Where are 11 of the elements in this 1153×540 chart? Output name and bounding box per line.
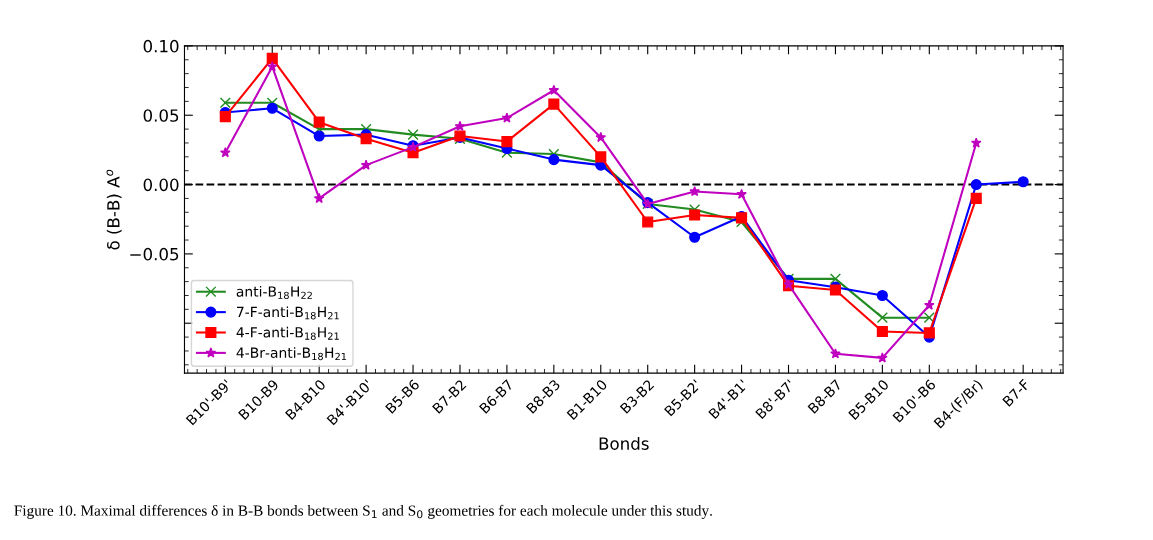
legend-label: 4-F-anti-B$_{18}$H$_{21}$ bbox=[236, 326, 339, 340]
x-axis-title: Bonds bbox=[599, 436, 649, 450]
y-tick-label: 0.00 bbox=[143, 178, 179, 192]
legend-label: anti-B$_{18}$H$_{22}$ bbox=[236, 286, 312, 300]
y-tick-label: −0.05 bbox=[130, 247, 179, 261]
legend-label: 4-Br-anti-B$_{18}$H$_{21}$ bbox=[236, 347, 347, 361]
legend-label: 7-F-anti-B$_{18}$H$_{21}$ bbox=[237, 306, 339, 320]
y-tick-label: 0.05 bbox=[143, 109, 179, 122]
y-axis-title: δ (B-B) A$^{o}$ bbox=[106, 169, 122, 250]
caption: Figure 10. Maximal differences δ in B-B bonds between S$_{1}$ and S$_{0}$ geometries for each molecule under this study. bbox=[14, 504, 712, 519]
y-tick-label: 0.10 bbox=[143, 39, 179, 53]
